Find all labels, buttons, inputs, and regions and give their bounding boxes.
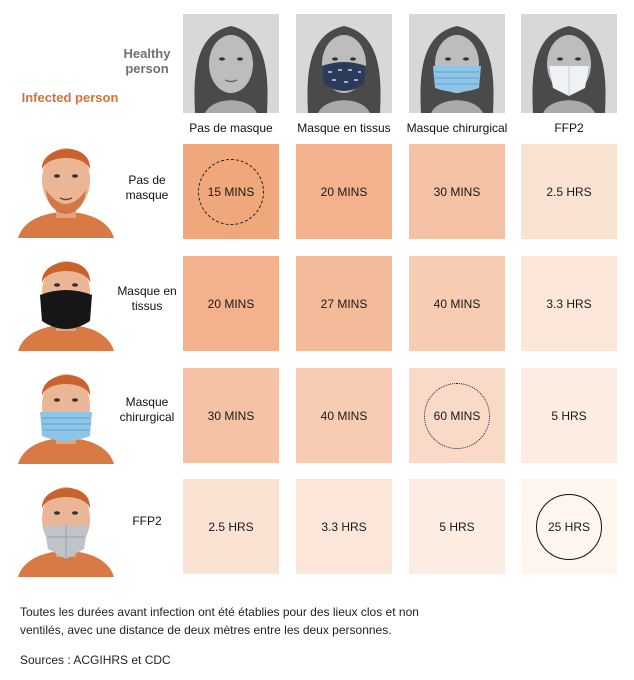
cell-value: 30 MINS (433, 184, 481, 199)
highlight-circle (198, 158, 264, 225)
table-cell-r3-c3: 60 MINS (409, 368, 505, 463)
row-header-ffp2: FFP2 (132, 513, 162, 528)
healthy-surgical-mask-face-icon (409, 14, 505, 113)
infected-surgical-mask-face-icon (18, 356, 114, 464)
cell-value: 20 MINS (320, 184, 368, 199)
table-cell-r1-c4: 2.5 HRS (521, 144, 617, 239)
healthy-person-label: Healthy person (123, 46, 171, 76)
footnote: Toutes les durées avant infection ont ét… (20, 605, 419, 637)
cell-value: 27 MINS (320, 296, 368, 311)
cell-value: 5 HRS (551, 408, 587, 423)
cell-value: 5 HRS (439, 519, 475, 534)
cell-value: 15 MINS (207, 184, 255, 199)
cell-value: 3.3 HRS (546, 296, 592, 311)
highlight-circle (424, 382, 490, 449)
cell-value: 30 MINS (207, 408, 255, 423)
row-header-cloth-mask: Masque en tissus (117, 284, 177, 313)
sources: Sources : ACGIHRS et CDC (20, 653, 171, 667)
table-cell-r4-c3: 5 HRS (409, 479, 505, 574)
cell-value: 40 MINS (433, 296, 481, 311)
row-header-no-mask: Pas de masque (125, 173, 169, 202)
column-header-cloth-mask: Masque en tissus (297, 121, 391, 135)
table-cell-r4-c2: 3.3 HRS (296, 479, 392, 574)
row-header-surgical-mask: Masque chirurgical (119, 395, 175, 424)
column-header-ffp2: FFP2 (554, 121, 584, 135)
cell-value: 2.5 HRS (208, 519, 254, 534)
cell-value: 3.3 HRS (321, 519, 367, 534)
infected-ffp2-face-icon (18, 469, 114, 577)
table-cell-r2-c4: 3.3 HRS (521, 256, 617, 351)
table-cell-r4-c1: 2.5 HRS (183, 479, 279, 574)
table-cell-r4-c4: 25 HRS (521, 479, 617, 574)
infected-cloth-mask-face-icon (18, 243, 114, 351)
column-header-no-mask: Pas de masque (189, 121, 273, 135)
table-cell-r2-c2: 27 MINS (296, 256, 392, 351)
cell-value: 40 MINS (320, 408, 368, 423)
cell-value: 60 MINS (433, 408, 481, 423)
cell-value: 20 MINS (207, 296, 255, 311)
table-cell-r1-c2: 20 MINS (296, 144, 392, 239)
highlight-circle (536, 493, 602, 560)
table-cell-r2-c3: 40 MINS (409, 256, 505, 351)
table-cell-r2-c1: 20 MINS (183, 256, 279, 351)
infected-person-label: Infected person (21, 90, 119, 105)
table-cell-r1-c1: 15 MINS (183, 144, 279, 239)
table-cell-r1-c3: 30 MINS (409, 144, 505, 239)
healthy-no-mask-face-icon (183, 14, 279, 113)
cell-value: 25 HRS (547, 519, 591, 534)
table-cell-r3-c2: 40 MINS (296, 368, 392, 463)
healthy-cloth-mask-face-icon (296, 14, 392, 113)
cell-value: 2.5 HRS (546, 184, 592, 199)
column-header-surgical-mask: Masque chirurgical (406, 121, 508, 135)
healthy-ffp2-face-icon (521, 14, 617, 113)
table-cell-r3-c1: 30 MINS (183, 368, 279, 463)
infected-no-mask-face-icon (18, 130, 114, 238)
table-cell-r3-c4: 5 HRS (521, 368, 617, 463)
